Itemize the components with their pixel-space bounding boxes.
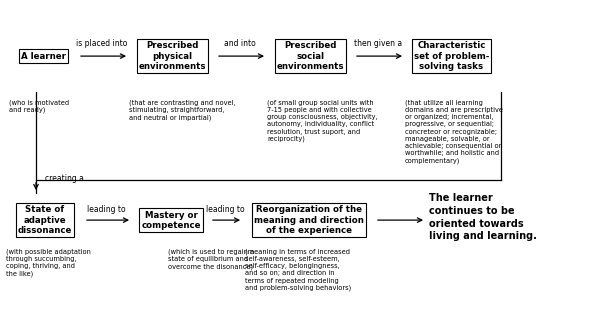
Text: (which is used to regain a
state of equilibrium and
overcome the disonance): (which is used to regain a state of equi… bbox=[168, 248, 254, 270]
Text: then given a: then given a bbox=[354, 39, 402, 48]
Text: Mastery or
competence: Mastery or competence bbox=[141, 211, 201, 230]
Text: A learner: A learner bbox=[21, 51, 66, 61]
Text: Characteristic
set of problem-
solving tasks: Characteristic set of problem- solving t… bbox=[414, 41, 489, 71]
Text: leading to: leading to bbox=[206, 205, 245, 214]
Text: Prescribed
physical
environments: Prescribed physical environments bbox=[139, 41, 206, 71]
Text: Prescribed
social
environments: Prescribed social environments bbox=[277, 41, 344, 71]
Text: creating a: creating a bbox=[45, 174, 84, 183]
Text: (with possible adaptation
through succumbing,
coping, thriving, and
the like): (with possible adaptation through succum… bbox=[6, 248, 91, 277]
Text: is placed into: is placed into bbox=[76, 39, 128, 48]
Text: (who is motivated
and ready): (who is motivated and ready) bbox=[9, 99, 69, 113]
Text: (meaning in terms of increased
self-awareness, self-esteem,
self-efficacy, belon: (meaning in terms of increased self-awar… bbox=[245, 248, 351, 291]
Text: (of small group social units with
7-15 people and with collective
group consciou: (of small group social units with 7-15 p… bbox=[267, 99, 377, 142]
Text: The learner
continues to be
oriented towards
living and learning.: The learner continues to be oriented tow… bbox=[429, 193, 537, 242]
Text: (that utilize all learning
domains and are prescriptive
or organized; incrementa: (that utilize all learning domains and a… bbox=[405, 99, 503, 164]
Text: State of
adaptive
dissonance: State of adaptive dissonance bbox=[18, 205, 72, 235]
Text: (that are contrasting and novel,
stimulating, straightforward,
and neutral or im: (that are contrasting and novel, stimula… bbox=[129, 99, 235, 120]
Text: and into: and into bbox=[224, 39, 256, 48]
Text: Reorganization of the
meaning and direction
of the experience: Reorganization of the meaning and direct… bbox=[254, 205, 364, 235]
Text: leading to: leading to bbox=[88, 205, 126, 214]
